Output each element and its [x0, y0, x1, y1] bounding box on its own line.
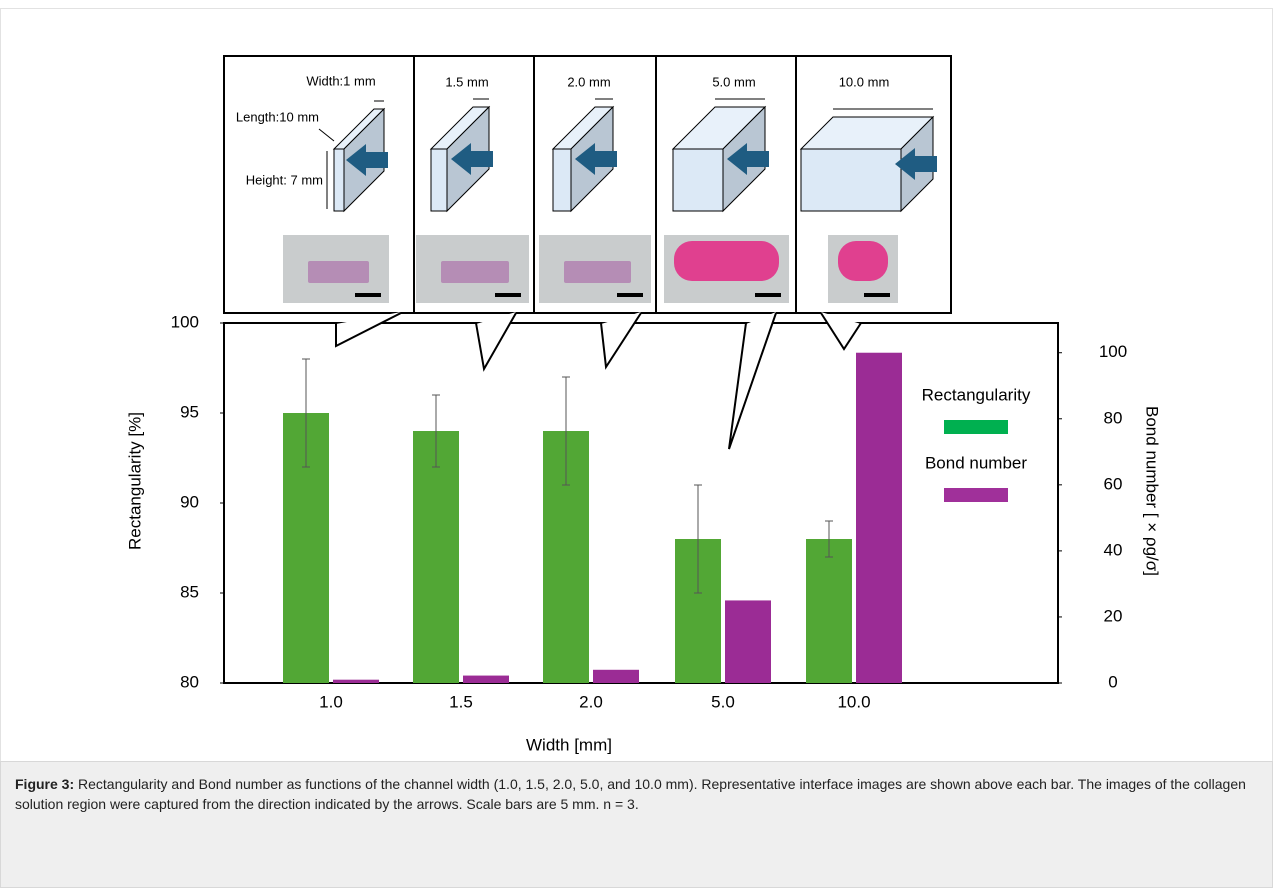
scale-bar: [864, 293, 890, 297]
y2-axis-title: Bond number [ × ρg/σ]: [1143, 406, 1162, 576]
box-face: [673, 149, 723, 211]
y2-tick-label: 0: [1108, 672, 1117, 691]
callout-fill: [601, 312, 641, 367]
bar: [593, 670, 639, 683]
photo-sample: [441, 261, 509, 283]
bar: [856, 353, 902, 683]
caption-label: Figure 3:: [15, 776, 74, 792]
panel-label: 5.0 mm: [712, 74, 755, 89]
photo-sample: [564, 261, 631, 283]
bar: [725, 600, 771, 683]
legend-label: Bond number: [925, 453, 1027, 472]
photo-sample: [838, 241, 888, 281]
box-face: [801, 149, 901, 211]
panel-label: Width:1 mm: [306, 73, 375, 88]
y2-tick-label: 100: [1099, 342, 1127, 361]
y-tick-label: 100: [171, 312, 199, 331]
legend-label: Rectangularity: [922, 385, 1031, 404]
x-tick-label: 2.0: [579, 692, 603, 711]
panel-label: 1.5 mm: [445, 74, 488, 89]
chart: Width:1 mm Length:10 mm Height: 7 mm 1.5 mm…: [1, 9, 1272, 761]
scale-bar: [755, 293, 781, 297]
scale-bar: [495, 293, 521, 297]
y-tick-label: 90: [180, 492, 199, 511]
caption: Figure 3: Rectangularity and Bond number…: [0, 761, 1273, 888]
y-tick-label: 80: [180, 672, 199, 691]
y-tick-label: 95: [180, 402, 199, 421]
bar: [333, 680, 379, 683]
x-tick-label: 5.0: [711, 692, 735, 711]
y2-tick-label: 40: [1104, 540, 1123, 559]
panel-label: 10.0 mm: [839, 74, 890, 89]
scale-bar: [355, 293, 381, 297]
page: Width:1 mm Length:10 mm Height: 7 mm 1.5 mm…: [0, 0, 1273, 888]
x-tick-label: 1.0: [319, 692, 343, 711]
box-face: [431, 149, 447, 211]
legend-swatch: [944, 488, 1008, 502]
y-axis-title: Rectangularity [%]: [125, 412, 144, 550]
bar: [413, 431, 459, 683]
panel-label: Height: 7 mm: [246, 172, 323, 187]
panel-label: 2.0 mm: [567, 74, 610, 89]
scale-bar: [617, 293, 643, 297]
plot-frame: [224, 323, 1058, 683]
y2-tick-label: 80: [1104, 408, 1123, 427]
photo-sample: [308, 261, 369, 283]
bar: [806, 539, 852, 683]
x-tick-label: 10.0: [837, 692, 870, 711]
box-face: [334, 149, 344, 211]
legend-swatch: [944, 420, 1008, 434]
y2-tick-label: 20: [1104, 606, 1123, 625]
y2-tick-label: 60: [1104, 474, 1123, 493]
x-axis-title: Width [mm]: [526, 735, 612, 754]
caption-text: Rectangularity and Bond number as functi…: [15, 776, 1246, 812]
photo-sample: [674, 241, 779, 281]
bar: [463, 676, 509, 683]
figure: Width:1 mm Length:10 mm Height: 7 mm 1.5 mm…: [0, 8, 1273, 761]
x-tick-label: 1.5: [449, 692, 473, 711]
box-face: [553, 149, 571, 211]
y-tick-label: 85: [180, 582, 199, 601]
panel-label: Length:10 mm: [236, 109, 319, 124]
